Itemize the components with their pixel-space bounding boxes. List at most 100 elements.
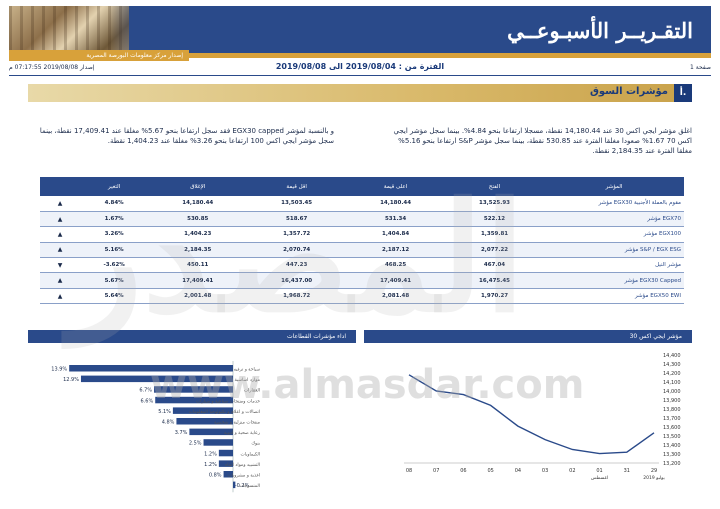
report-banner: التقـريــر الأسبـوعــي xyxy=(9,6,711,58)
cell-name: مؤشر EGX30 Capped xyxy=(544,272,684,289)
egx30-panel: مؤشر ايجي اكس 30 13,200 13,300 13,400 13,50… xyxy=(364,330,692,502)
sector-label: بنوك xyxy=(251,442,260,447)
cell-low: 447.23 xyxy=(247,257,347,274)
up-arrow-icon: ▲ xyxy=(40,288,80,305)
sector-label: منتجات منزلية و شخصية xyxy=(214,421,260,426)
cell-close: 530.85 xyxy=(148,211,248,228)
bar-value-label: 0.8% xyxy=(209,473,222,479)
y-tick-label: 13,600 xyxy=(663,425,681,431)
sector-performance-panel: اداء مؤشرات القطاعات 13.9% سياحة و ترفيه 1… xyxy=(28,330,356,502)
cell-close: 1,404.23 xyxy=(148,226,248,243)
issued-timestamp: إصدار 2019/08/08 07:17:55 م xyxy=(9,64,95,71)
sector-bar xyxy=(172,407,233,414)
cell-high: 468.25 xyxy=(346,257,446,274)
x-tick-label: 05 xyxy=(487,468,493,474)
cell-open: 1,359.81 xyxy=(445,226,544,243)
sector-label: المنسوجات xyxy=(239,484,260,489)
header-change: التغير xyxy=(80,177,149,196)
up-arrow-icon: ▲ xyxy=(40,196,80,212)
sector-bar xyxy=(69,365,233,372)
cell-low: 1,357.72 xyxy=(247,226,347,243)
meta-row: صفحة 1 الفترة من : 2019/08/04 الى 2019/0… xyxy=(9,62,711,74)
table-row: ▼ -3.62% 450.11 447.23 468.25 467.04 مؤشر الني… xyxy=(40,257,684,274)
table-row: ▲ 4.84% 14,180.44 13,503.45 14,180.44 13,525.… xyxy=(40,196,684,212)
cell-open: 467.04 xyxy=(445,257,544,274)
cell-open: 522.12 xyxy=(445,211,544,228)
bar-value-label: 6.6% xyxy=(141,398,154,404)
header-open: الفتح xyxy=(445,177,544,196)
cell-high: 2,081.48 xyxy=(346,288,446,305)
x-tick-label: 01 xyxy=(596,468,602,474)
cell-close: 17,409.41 xyxy=(148,272,248,289)
y-tick-label: 13,500 xyxy=(663,434,681,440)
x-tick-label: 08 xyxy=(406,468,412,474)
table-row: ▲ 5.67% 17,409.41 16,437.00 17,409.41 16,475.… xyxy=(40,272,684,289)
cell-change: -3.62% xyxy=(80,257,149,274)
cell-open: 13,525.93 xyxy=(445,196,544,212)
cell-change: 1.67% xyxy=(80,211,149,228)
table-row: ▲ 1.67% 530.85 518.67 531.34 522.12 مؤشر EGX70 xyxy=(40,211,684,228)
x-tick-label: 06 xyxy=(460,468,466,474)
y-tick-label: 13,400 xyxy=(663,443,681,449)
cell-name: مؤشر EGX70 xyxy=(544,211,684,228)
y-tick-label: 14,300 xyxy=(663,362,681,368)
page-number: صفحة 1 xyxy=(690,64,711,71)
cell-name: مؤشر النيل xyxy=(544,257,684,274)
sector-label: خدمات ومنتجات صناعية و سيارات xyxy=(196,399,260,404)
cell-name: مؤشر EGX100 xyxy=(544,226,684,243)
up-arrow-icon: ▲ xyxy=(40,242,80,259)
y-tick-label: 13,200 xyxy=(663,461,681,467)
cell-change: 3.26% xyxy=(80,226,149,243)
sector-label: موارد اساسية xyxy=(234,378,260,383)
sector-label: اتصالات و اعلام و تكنولوجيا المعلومات xyxy=(189,409,260,415)
sector-bar-chart: 13.9% سياحة و ترفيه 12.9% موارد اساسية 6.7% ا… xyxy=(51,361,261,493)
egx30-panel-title: مؤشر ايجي اكس 30 xyxy=(364,330,692,343)
cell-open: 2,077.22 xyxy=(445,242,544,259)
summary-paragraph-left: و بالنسبة لمؤشر EGX30 capped فقد سجل ارت… xyxy=(39,127,334,145)
header-high: اعلى قيمة xyxy=(346,177,446,196)
bar-value-label: -0.2% xyxy=(235,483,250,489)
egx30-series-line xyxy=(408,374,655,455)
x-tick-label: 04 xyxy=(515,468,521,474)
sector-label: سياحة و ترفيه xyxy=(234,368,261,373)
bar-value-label: 12.9% xyxy=(63,377,79,383)
cell-change: 5.67% xyxy=(80,272,149,289)
indices-table: التغير الإغلاق اقل قيمة اعلى قيمة الفتح … xyxy=(40,177,684,305)
bar-value-label: 13.9% xyxy=(51,367,67,373)
y-tick-label: 13,900 xyxy=(663,398,681,404)
cell-open: 16,475.45 xyxy=(445,272,544,289)
bar-value-label: 1.2% xyxy=(204,451,217,457)
y-tick-label: 14,100 xyxy=(663,380,681,386)
cell-close: 14,180.44 xyxy=(148,196,248,212)
header-index: المؤشر xyxy=(544,177,684,196)
y-tick-label: 13,700 xyxy=(663,416,681,422)
y-tick-label: 13,300 xyxy=(663,452,681,458)
table-body: ▲ 4.84% 14,180.44 13,503.45 14,180.44 13,525.… xyxy=(40,196,684,305)
table-header-row: التغير الإغلاق اقل قيمة اعلى قيمة الفتح … xyxy=(40,177,684,196)
cell-open: 1,970.27 xyxy=(445,288,544,305)
sector-bar xyxy=(233,481,236,489)
egx30-line-chart: 13,200 13,300 13,400 13,500 13,600 13,700 13,8… xyxy=(404,353,681,481)
cell-low: 1,968.72 xyxy=(247,288,347,305)
y-tick-label: 14,400 xyxy=(663,353,681,359)
table-row: ▲ 3.26% 1,404.23 1,357.72 1,404.84 1,359.81 مؤ… xyxy=(40,226,684,243)
publisher-tag: إصدار مركز معلومات البورصة المصرية xyxy=(9,50,189,61)
cell-high: 2,187.12 xyxy=(346,242,446,259)
cell-low: 2,070.74 xyxy=(247,242,347,259)
cell-name: مؤشر EGX50 EWI xyxy=(544,288,684,305)
y-tick-label: 13,800 xyxy=(663,407,681,413)
section-header: أ. مؤشرات السوق xyxy=(28,84,692,102)
cell-high: 531.34 xyxy=(346,211,446,228)
bar-value-label: 1.2% xyxy=(204,462,217,468)
cell-low: 13,503.45 xyxy=(247,196,347,212)
sector-label: الكيماويات xyxy=(241,451,260,457)
sector-label: رعاية صحية و ادوية xyxy=(224,431,260,436)
sector-bar xyxy=(80,375,233,383)
summary-paragraph-right: اغلق مؤشر ايجي اكس 30 عند 14,180.44 نقطة… xyxy=(393,127,692,155)
sector-bar xyxy=(189,428,233,436)
cell-high: 1,404.84 xyxy=(346,226,446,243)
bar-value-label: 2.5% xyxy=(189,441,202,447)
cell-low: 518.67 xyxy=(247,211,347,228)
cell-close: 450.11 xyxy=(148,257,248,274)
cell-change: 5.64% xyxy=(80,288,149,305)
